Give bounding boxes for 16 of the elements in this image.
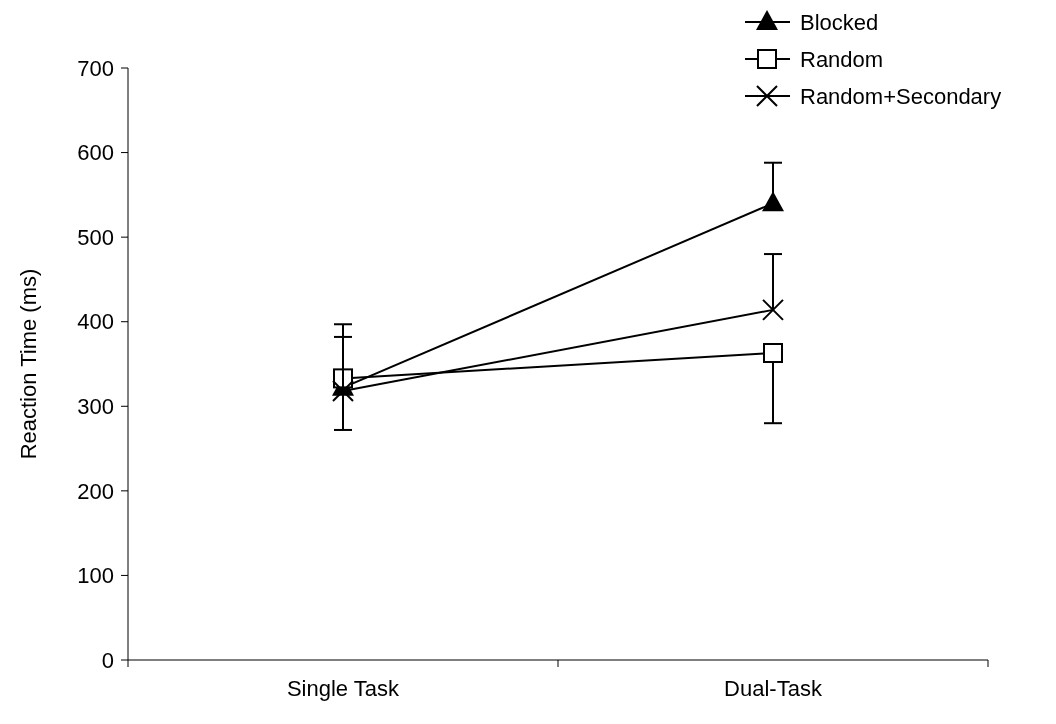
y-tick-label: 200 bbox=[77, 478, 114, 504]
y-axis-title: Reaction Time (ms) bbox=[16, 268, 41, 460]
y-tick-label: 500 bbox=[77, 224, 114, 250]
y-tick-label: 700 bbox=[77, 55, 114, 81]
y-tick-label: 100 bbox=[77, 563, 114, 589]
x-tick-label: Single Task bbox=[286, 676, 401, 701]
legend-label: Blocked bbox=[800, 9, 879, 35]
point bbox=[762, 298, 784, 321]
y-tick-label: 600 bbox=[77, 140, 114, 166]
y-tick-label: 0 bbox=[101, 647, 114, 673]
legend-label: Random+Secondary bbox=[800, 83, 1002, 109]
y-tick-label: 300 bbox=[77, 393, 114, 419]
legend-label: Random bbox=[800, 46, 884, 72]
point bbox=[763, 343, 783, 364]
y-tick-label: 400 bbox=[77, 309, 114, 335]
x-tick-label: Dual-Task bbox=[724, 676, 823, 701]
